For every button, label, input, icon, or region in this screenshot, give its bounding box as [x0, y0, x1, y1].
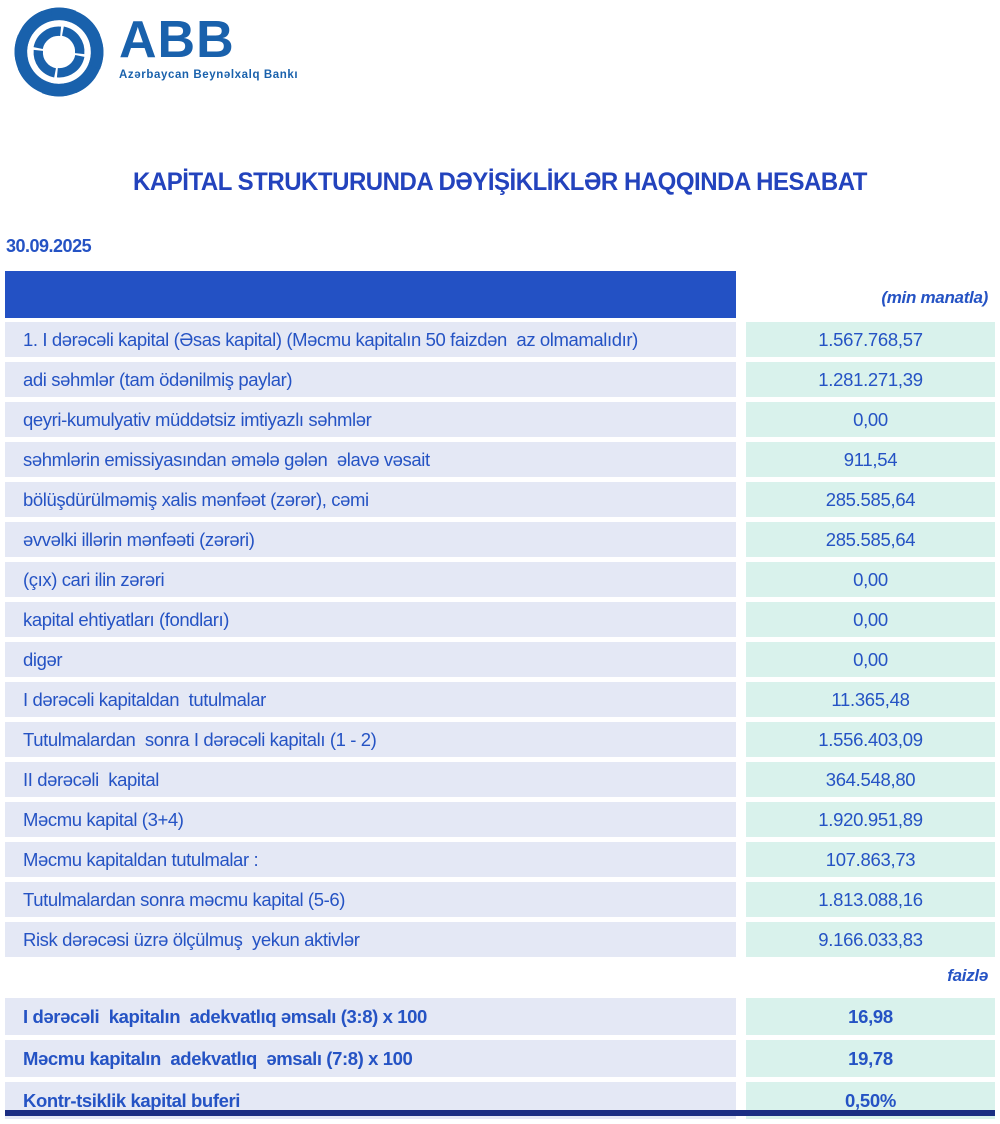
row-value: 285.585,64 — [746, 482, 995, 517]
table-row: kapital ehtiyatları (fondları) 0,00 — [5, 602, 995, 637]
row-label: adi səhmlər (tam ödənilmiş paylar) — [5, 362, 736, 397]
row-value: 285.585,64 — [746, 522, 995, 557]
column-gap — [736, 522, 746, 557]
table-row: əvvəlki illərin mənfəəti (zərəri) 285.585… — [5, 522, 995, 557]
row-label: I dərəcəli kapitalın adekvatlıq əmsalı (… — [5, 998, 736, 1035]
table-row: I dərəcəli kapitaldan tutulmalar 11.365,4… — [5, 682, 995, 717]
row-value: 364.548,80 — [746, 762, 995, 797]
logo: ABB Azərbaycan Beynəlxalq Bankı — [5, 0, 298, 104]
column-gap — [736, 922, 746, 957]
page-title: KAPİTAL STRUKTURUNDA DƏYİŞİKLİKLƏR HAQQI… — [133, 168, 867, 196]
table-row: Məcmu kapitaldan tutulmalar : 107.863,73 — [5, 842, 995, 877]
table-row: qeyri-kumulyativ müddətsiz imtiyazlı səh… — [5, 402, 995, 437]
row-value: 1.813.088,16 — [746, 882, 995, 917]
column-gap — [736, 1082, 746, 1119]
row-value: 107.863,73 — [746, 842, 995, 877]
column-gap — [736, 1040, 746, 1077]
table-row: Tutulmalardan sonra I dərəcəli kapitalı … — [5, 722, 995, 757]
column-gap — [736, 402, 746, 437]
capital-table: 1. I dərəcəli kapital (Əsas kapital) (Mə… — [5, 322, 995, 962]
row-label: II dərəcəli kapital — [5, 762, 736, 797]
row-value: 1.556.403,09 — [746, 722, 995, 757]
row-value: 9.166.033,83 — [746, 922, 995, 957]
column-gap — [736, 322, 746, 357]
column-gap — [736, 642, 746, 677]
table-row: Məcmu kapital (3+4) 1.920.951,89 — [5, 802, 995, 837]
row-label: Tutulmalardan sonra məcmu kapital (5-6) — [5, 882, 736, 917]
row-value: 19,78 — [746, 1040, 995, 1077]
column-gap — [736, 562, 746, 597]
row-label: kapital ehtiyatları (fondları) — [5, 602, 736, 637]
bottom-bar — [5, 1110, 995, 1116]
logo-tagline: Azərbaycan Beynəlxalq Bankı — [119, 69, 299, 81]
column-gap — [736, 682, 746, 717]
table-header-bar — [5, 271, 736, 318]
table-row: adi səhmlər (tam ödənilmiş paylar) 1.281.… — [5, 362, 995, 397]
row-label: digər — [5, 642, 736, 677]
row-value: 0,00 — [746, 602, 995, 637]
row-label: səhmlərin emissiyasından əmələ gələn əla… — [5, 442, 736, 477]
row-label: əvvəlki illərin mənfəəti (zərəri) — [5, 522, 736, 557]
column-gap — [736, 442, 746, 477]
column-gap — [736, 882, 746, 917]
row-label: Məcmu kapitalın adekvatlıq əmsalı (7:8) … — [5, 1040, 736, 1077]
row-label: 1. I dərəcəli kapital (Əsas kapital) (Mə… — [5, 322, 736, 357]
table-row: Risk dərəcəsi üzrə ölçülmuş yekun aktivl… — [5, 922, 995, 957]
column-gap — [736, 602, 746, 637]
abb-logo-icon — [14, 7, 104, 97]
column-gap — [736, 998, 746, 1035]
row-label: Risk dərəcəsi üzrə ölçülmuş yekun aktivl… — [5, 922, 736, 957]
logo-text: ABB Azərbaycan Beynəlxalq Bankı — [119, 14, 298, 81]
row-value: 1.281.271,39 — [746, 362, 995, 397]
row-value: 911,54 — [746, 442, 995, 477]
table-row: 1. I dərəcəli kapital (Əsas kapital) (Mə… — [5, 322, 995, 357]
table-row: digər 0,00 — [5, 642, 995, 677]
row-label: Tutulmalardan sonra I dərəcəli kapitalı … — [5, 722, 736, 757]
table-row: (çıx) cari ilin zərəri 0,00 — [5, 562, 995, 597]
row-label: qeyri-kumulyativ müddətsiz imtiyazlı səh… — [5, 402, 736, 437]
column-gap — [736, 802, 746, 837]
row-label: Məcmu kapital (3+4) — [5, 802, 736, 837]
column-gap — [736, 722, 746, 757]
column-gap — [736, 482, 746, 517]
row-value: 11.365,48 — [746, 682, 995, 717]
row-label: bölüşdürülməmiş xalis mənfəət (zərər), c… — [5, 482, 736, 517]
table-row: Tutulmalardan sonra məcmu kapital (5-6) 1… — [5, 882, 995, 917]
ratio-table: I dərəcəli kapitalın adekvatlıq əmsalı (… — [5, 998, 995, 1124]
row-label: I dərəcəli kapitaldan tutulmalar — [5, 682, 736, 717]
percent-note: faizlə — [947, 966, 988, 985]
row-label: Məcmu kapitaldan tutulmalar : — [5, 842, 736, 877]
row-value: 0,00 — [746, 562, 995, 597]
table-row: Məcmu kapitalın adekvatlıq əmsalı (7:8) … — [5, 1040, 995, 1077]
column-gap — [736, 842, 746, 877]
row-value: 1.567.768,57 — [746, 322, 995, 357]
logo-abbr: ABB — [119, 11, 235, 69]
report-date: 30.09.2025 — [6, 236, 92, 256]
row-value: 1.920.951,89 — [746, 802, 995, 837]
table-row: bölüşdürülməmiş xalis mənfəət (zərər), c… — [5, 482, 995, 517]
row-value: 0,00 — [746, 642, 995, 677]
row-value: 16,98 — [746, 998, 995, 1035]
column-gap — [736, 362, 746, 397]
row-label: (çıx) cari ilin zərəri — [5, 562, 736, 597]
table-row: II dərəcəli kapital 364.548,80 — [5, 762, 995, 797]
unit-note: (min manatla) — [881, 288, 988, 307]
row-value: 0,00 — [746, 402, 995, 437]
table-row: səhmlərin emissiyasından əmələ gələn əla… — [5, 442, 995, 477]
table-row: I dərəcəli kapitalın adekvatlıq əmsalı (… — [5, 998, 995, 1035]
column-gap — [736, 762, 746, 797]
